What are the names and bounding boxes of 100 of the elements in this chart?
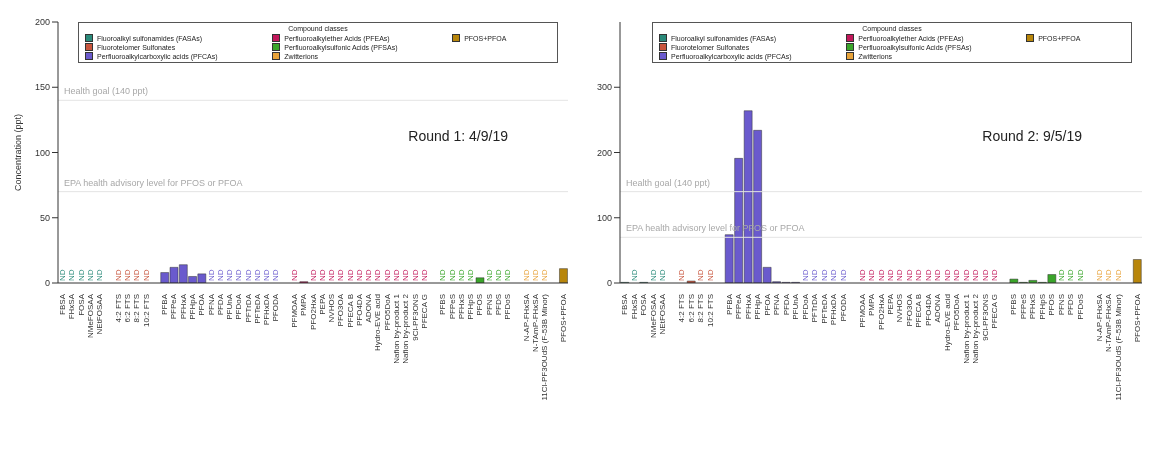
x-tick-label: PFDoA bbox=[234, 293, 244, 320]
x-tick-label: PFDoS bbox=[503, 294, 513, 320]
text: ND bbox=[271, 269, 281, 281]
text: ND bbox=[438, 269, 448, 281]
text: ND bbox=[876, 269, 886, 281]
x-tick-label: PFO2HxA bbox=[308, 293, 318, 331]
x-tick-label: 11Cl-PF3OUdS (F-53B Minor) bbox=[540, 293, 550, 401]
x-tick-label: 8:2 FTS bbox=[132, 294, 142, 323]
x-tick-label: PFPeA bbox=[169, 293, 179, 320]
text: ND bbox=[531, 269, 541, 281]
text: ND bbox=[1066, 269, 1076, 281]
x-tick-label: N-AP-FHxSA bbox=[521, 293, 531, 342]
x-tick-label: ADONA bbox=[933, 293, 943, 323]
text: ND bbox=[658, 269, 668, 281]
x-tick-label: NVHOS bbox=[327, 294, 337, 323]
text: ND bbox=[867, 269, 877, 281]
text: ND bbox=[447, 269, 457, 281]
y-tick-label: 0 bbox=[44, 278, 50, 289]
text: ND bbox=[629, 269, 639, 281]
text: ND bbox=[540, 269, 550, 281]
x-tick-label: Hydro-EVE acid bbox=[373, 294, 383, 351]
x-tick-label: 4:2 FTS bbox=[677, 294, 687, 323]
x-tick-label: FOSA bbox=[76, 293, 86, 316]
x-tick-label: PFOA bbox=[762, 293, 772, 316]
text: ND bbox=[76, 269, 86, 281]
y-tick-label: 0 bbox=[606, 278, 612, 289]
text: ND bbox=[354, 269, 364, 281]
x-tick-label: PFOS bbox=[475, 294, 485, 316]
x-tick-label: PFDS bbox=[493, 294, 503, 316]
x-tick-label: PFPeS bbox=[1018, 294, 1028, 320]
text: ND bbox=[234, 269, 244, 281]
text: ND bbox=[1075, 269, 1085, 281]
text: ND bbox=[456, 269, 466, 281]
x-tick-label: Nafion by-product 1 bbox=[961, 293, 971, 364]
text: ND bbox=[923, 269, 933, 281]
text: ND bbox=[410, 269, 420, 281]
text: ND bbox=[503, 269, 513, 281]
y-tick-label: 100 bbox=[34, 147, 50, 158]
text: ND bbox=[1056, 269, 1066, 281]
x-tick-label: PFNA bbox=[206, 293, 216, 316]
x-tick-label: PFECA G bbox=[419, 294, 429, 329]
x-tick-label: PFHpS bbox=[466, 294, 476, 320]
text: ND bbox=[1113, 269, 1123, 281]
x-tick-label: PMPA bbox=[299, 293, 309, 317]
text: ND bbox=[401, 269, 411, 281]
text: ND bbox=[810, 269, 820, 281]
x-tick-label: PFOS+PFOA bbox=[1132, 293, 1142, 343]
y-tick-label: 50 bbox=[39, 212, 50, 223]
x-tick-label: ADONA bbox=[364, 293, 374, 323]
x-tick-label: 9Cl-PF3ONS bbox=[980, 294, 990, 341]
x-tick-label: PFDA bbox=[215, 293, 225, 316]
x-tick-label: PMPA bbox=[867, 293, 877, 317]
text: ND bbox=[952, 269, 962, 281]
text: ND bbox=[857, 269, 867, 281]
ref-line-label: EPA health advisory level for PFOS or PFOA bbox=[64, 177, 243, 188]
x-tick-label: 9Cl-PF3ONS bbox=[410, 294, 420, 341]
x-tick-label: 6:2 FTS bbox=[686, 294, 696, 323]
x-tick-label: PFO3OA bbox=[904, 293, 914, 327]
x-tick-label: PFHxA bbox=[743, 293, 753, 320]
text: ND bbox=[493, 269, 503, 281]
ref-line-label: Health goal (140 ppt) bbox=[626, 177, 711, 188]
text: ND bbox=[206, 269, 216, 281]
text: ND bbox=[961, 269, 971, 281]
text: ND bbox=[327, 269, 337, 281]
x-tick-label: PFNS bbox=[1056, 294, 1066, 316]
text: ND bbox=[885, 269, 895, 281]
x-tick-label: PFO4DA bbox=[354, 293, 364, 327]
x-tick-label: PFHpA bbox=[753, 293, 763, 320]
x-tick-label: Hydro-EVE acid bbox=[942, 294, 952, 351]
text: ND bbox=[95, 269, 105, 281]
ref-line-label: Health goal (140 ppt) bbox=[64, 86, 149, 97]
x-tick-label: PFO2HxA bbox=[876, 293, 886, 331]
text: ND bbox=[215, 269, 225, 281]
text: ND bbox=[971, 269, 981, 281]
x-tick-label: PFNS bbox=[484, 294, 494, 316]
x-tick-label: 11Cl-PF3OUdS (F-53B Minor) bbox=[1113, 293, 1123, 401]
y-tick-label: 200 bbox=[34, 17, 50, 28]
x-tick-label: PFO5DoA bbox=[952, 293, 962, 331]
x-tick-label: PFTrDA bbox=[810, 293, 820, 323]
text: ND bbox=[484, 269, 494, 281]
x-tick-label: PFHxS bbox=[456, 294, 466, 320]
x-tick-label: FBSA bbox=[58, 293, 68, 315]
x-tick-label: PFHxS bbox=[1028, 294, 1038, 320]
text: ND bbox=[904, 269, 914, 281]
text: ND bbox=[113, 269, 123, 281]
x-tick-label: NVHOS bbox=[895, 294, 905, 323]
x-tick-label: PFUnA bbox=[791, 293, 801, 320]
x-tick-label: PFECA B bbox=[914, 294, 924, 328]
x-tick-label: NEtFOSAA bbox=[95, 293, 105, 335]
x-tick-label: FBSA bbox=[620, 293, 630, 315]
x-tick-label: PFPeA bbox=[734, 293, 744, 320]
annotation: Round 2: 9/5/19 bbox=[982, 128, 1082, 144]
text: ND bbox=[243, 269, 253, 281]
text: ND bbox=[391, 269, 401, 281]
x-tick-label: PEPA bbox=[317, 293, 327, 315]
x-tick-label: 8:2 FTS bbox=[696, 294, 706, 323]
x-tick-label: PFMOAA bbox=[289, 293, 299, 328]
y-tick-label: 200 bbox=[596, 147, 612, 158]
x-tick-label: PFO5DoA bbox=[382, 293, 392, 331]
text: ND bbox=[373, 269, 383, 281]
